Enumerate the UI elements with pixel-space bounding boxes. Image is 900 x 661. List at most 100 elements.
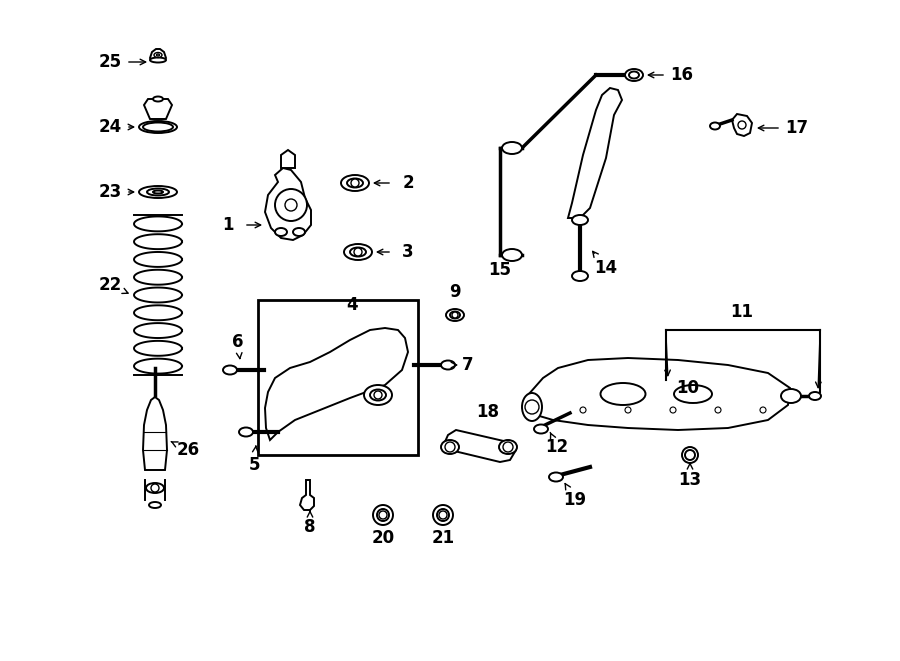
Circle shape (275, 189, 307, 221)
Text: 6: 6 (232, 333, 244, 351)
Circle shape (354, 248, 362, 256)
Text: 25: 25 (98, 53, 122, 71)
Ellipse shape (347, 178, 363, 188)
Circle shape (670, 407, 676, 413)
Ellipse shape (441, 440, 459, 454)
Ellipse shape (149, 502, 161, 508)
Text: 1: 1 (222, 216, 234, 234)
Text: 14: 14 (594, 259, 617, 277)
Text: 5: 5 (248, 456, 260, 474)
Text: 4: 4 (346, 296, 358, 314)
Text: 19: 19 (563, 491, 587, 509)
Ellipse shape (437, 509, 449, 521)
Ellipse shape (629, 71, 639, 79)
Circle shape (625, 407, 631, 413)
Ellipse shape (373, 505, 393, 525)
Ellipse shape (572, 271, 588, 281)
Text: 17: 17 (786, 119, 808, 137)
Ellipse shape (147, 188, 169, 196)
Ellipse shape (809, 392, 821, 400)
Ellipse shape (350, 247, 366, 256)
Ellipse shape (139, 186, 177, 198)
Text: 24: 24 (98, 118, 122, 136)
Ellipse shape (625, 69, 643, 81)
Text: 18: 18 (476, 403, 500, 421)
Polygon shape (265, 168, 311, 240)
Ellipse shape (446, 309, 464, 321)
Circle shape (715, 407, 721, 413)
Text: 22: 22 (98, 276, 122, 294)
Ellipse shape (441, 360, 455, 369)
Text: 8: 8 (304, 518, 316, 536)
Text: 26: 26 (176, 441, 200, 459)
Ellipse shape (370, 389, 386, 401)
Circle shape (685, 450, 695, 460)
Text: 9: 9 (449, 283, 461, 301)
Circle shape (452, 312, 458, 318)
Ellipse shape (153, 190, 163, 194)
Ellipse shape (450, 311, 460, 319)
Polygon shape (143, 397, 167, 470)
Ellipse shape (143, 122, 173, 132)
Ellipse shape (710, 122, 720, 130)
Circle shape (580, 407, 586, 413)
Ellipse shape (275, 228, 287, 236)
Circle shape (351, 179, 359, 187)
Text: 13: 13 (679, 471, 702, 489)
Ellipse shape (502, 249, 522, 261)
Text: 23: 23 (98, 183, 122, 201)
Circle shape (760, 407, 766, 413)
Ellipse shape (223, 366, 237, 375)
Ellipse shape (146, 483, 164, 493)
Ellipse shape (499, 440, 517, 454)
Text: 16: 16 (670, 66, 694, 84)
Circle shape (738, 121, 746, 129)
Ellipse shape (682, 447, 698, 463)
Ellipse shape (150, 58, 166, 63)
Ellipse shape (157, 54, 159, 56)
Polygon shape (568, 88, 622, 218)
Text: 20: 20 (372, 529, 394, 547)
Polygon shape (265, 328, 408, 440)
Circle shape (285, 199, 297, 211)
Text: 21: 21 (431, 529, 454, 547)
Text: 10: 10 (677, 379, 699, 397)
Ellipse shape (239, 428, 253, 436)
Ellipse shape (433, 505, 453, 525)
Ellipse shape (154, 52, 162, 58)
Ellipse shape (502, 142, 522, 154)
Circle shape (374, 391, 382, 399)
Ellipse shape (153, 97, 163, 102)
Text: 3: 3 (402, 243, 414, 261)
Circle shape (151, 484, 159, 492)
Ellipse shape (572, 215, 588, 225)
Ellipse shape (781, 389, 801, 403)
Text: 15: 15 (489, 261, 511, 279)
Polygon shape (144, 99, 172, 119)
Ellipse shape (341, 175, 369, 191)
Ellipse shape (674, 385, 712, 403)
Ellipse shape (293, 228, 305, 236)
Circle shape (525, 400, 539, 414)
Ellipse shape (534, 424, 548, 434)
Circle shape (379, 511, 387, 519)
Polygon shape (444, 430, 516, 462)
Text: 7: 7 (463, 356, 473, 374)
Ellipse shape (549, 473, 563, 481)
Polygon shape (528, 358, 790, 430)
Ellipse shape (377, 509, 389, 521)
Polygon shape (300, 480, 314, 510)
Bar (258, 300, 418, 455)
Ellipse shape (139, 121, 177, 133)
Text: 12: 12 (545, 438, 569, 456)
Polygon shape (150, 49, 166, 60)
Text: 2: 2 (402, 174, 414, 192)
Text: 11: 11 (731, 303, 753, 321)
Polygon shape (732, 114, 752, 136)
Polygon shape (281, 150, 295, 168)
Circle shape (439, 511, 447, 519)
Circle shape (503, 442, 513, 452)
Ellipse shape (364, 385, 392, 405)
Ellipse shape (344, 244, 372, 260)
Circle shape (445, 442, 455, 452)
